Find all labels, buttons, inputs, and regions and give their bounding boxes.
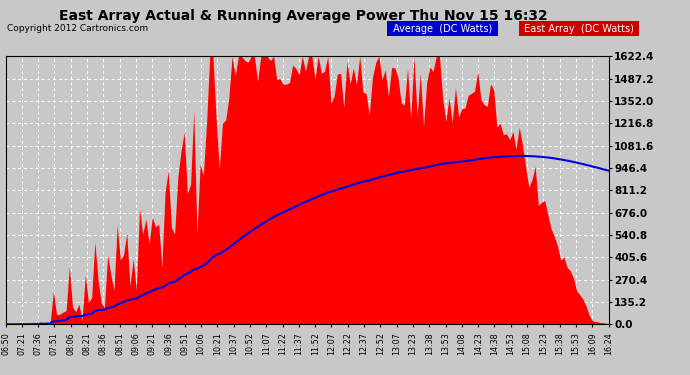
Text: Copyright 2012 Cartronics.com: Copyright 2012 Cartronics.com bbox=[7, 24, 148, 33]
Text: Average  (DC Watts): Average (DC Watts) bbox=[390, 24, 495, 34]
Text: East Array Actual & Running Average Power Thu Nov 15 16:32: East Array Actual & Running Average Powe… bbox=[59, 9, 548, 23]
Text: East Array  (DC Watts): East Array (DC Watts) bbox=[521, 24, 637, 34]
